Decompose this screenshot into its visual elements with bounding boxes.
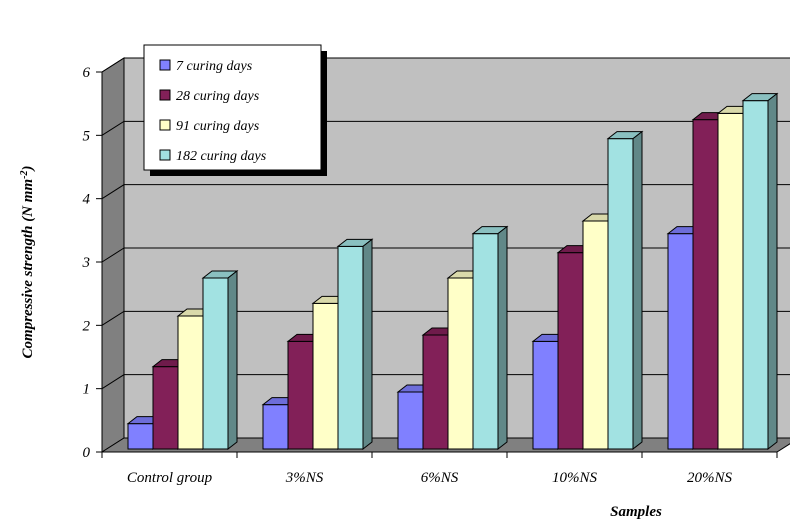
bar-front bbox=[337, 245, 364, 450]
bar-front bbox=[312, 302, 339, 450]
legend-label: 182 curing days bbox=[176, 149, 267, 164]
bars-group bbox=[126, 92, 779, 451]
bar-side bbox=[362, 238, 373, 451]
bar-front bbox=[557, 252, 584, 450]
legend-swatch bbox=[159, 119, 171, 131]
bar-front bbox=[287, 340, 314, 450]
bar bbox=[606, 130, 644, 451]
bar bbox=[471, 225, 509, 451]
bar-front bbox=[262, 404, 289, 450]
bar-front bbox=[667, 233, 694, 450]
y-axis-title-superscript: -2 bbox=[19, 171, 30, 179]
bar-side bbox=[632, 130, 643, 451]
x-tick-label: 10%NS bbox=[552, 470, 598, 486]
bar-front bbox=[692, 119, 719, 450]
legend-label: 7 curing days bbox=[176, 59, 253, 74]
x-tick-label: 20%NS bbox=[687, 470, 733, 486]
legend-swatch bbox=[159, 59, 171, 71]
grid-line bbox=[101, 120, 790, 136]
legend-item: 7 curing days bbox=[159, 59, 253, 74]
grid-line bbox=[101, 184, 790, 200]
bar-front bbox=[582, 220, 609, 450]
legend-label: 91 curing days bbox=[176, 119, 260, 134]
bar-side bbox=[497, 225, 508, 451]
bar-side bbox=[227, 269, 238, 451]
bar-front bbox=[177, 315, 204, 450]
bar-front bbox=[532, 340, 559, 450]
bar-front bbox=[607, 138, 634, 450]
y-tick-label: 4 bbox=[83, 192, 91, 208]
y-tick-label: 1 bbox=[83, 382, 91, 398]
x-tick-label: 3%NS bbox=[285, 470, 324, 486]
legend-swatch bbox=[159, 89, 171, 101]
y-tick-label: 3 bbox=[82, 255, 91, 271]
bar-front bbox=[742, 100, 769, 450]
axes-group bbox=[96, 71, 778, 458]
y-tick-label: 2 bbox=[83, 318, 91, 334]
bar bbox=[201, 269, 239, 451]
bar bbox=[336, 238, 374, 451]
y-tick-labels: 0 1 2 3 4 5 6 bbox=[82, 65, 91, 461]
x-tick-label: 6%NS bbox=[421, 470, 459, 486]
x-axis-title: Samples bbox=[610, 504, 662, 520]
bar-front bbox=[422, 334, 449, 450]
legend-item: 182 curing days bbox=[159, 149, 267, 164]
legend-label: 28 curing days bbox=[176, 89, 260, 104]
legend-item: 28 curing days bbox=[159, 89, 260, 104]
bar-front bbox=[447, 277, 474, 450]
y-axis-title-end: ) bbox=[20, 166, 36, 173]
legend-swatch bbox=[159, 149, 171, 161]
bar-front bbox=[127, 423, 154, 450]
y-axis-title-main: Compressive strength (N mm bbox=[20, 179, 36, 359]
grid-line bbox=[101, 57, 790, 73]
bar-front bbox=[717, 112, 744, 450]
y-tick-label: 5 bbox=[83, 128, 91, 144]
bar-side bbox=[767, 92, 778, 451]
bar-front bbox=[152, 366, 179, 450]
bar bbox=[741, 92, 779, 451]
bar-front bbox=[472, 233, 499, 450]
legend: 7 curing days 28 curing days 91 curing day… bbox=[143, 44, 327, 176]
bar-front bbox=[202, 277, 229, 450]
legend-box bbox=[143, 44, 322, 171]
y-axis-title: Compressive strength (N mm-2) bbox=[19, 166, 37, 359]
legend-item: 91 curing days bbox=[159, 119, 260, 134]
y-tick-label: 6 bbox=[83, 65, 91, 81]
x-tick-labels: Control group 3%NS 6%NS 10%NS 20%NS bbox=[127, 470, 733, 486]
x-tick-label: Control group bbox=[127, 470, 213, 486]
y-tick-label: 0 bbox=[83, 445, 91, 461]
bar-front bbox=[397, 391, 424, 450]
